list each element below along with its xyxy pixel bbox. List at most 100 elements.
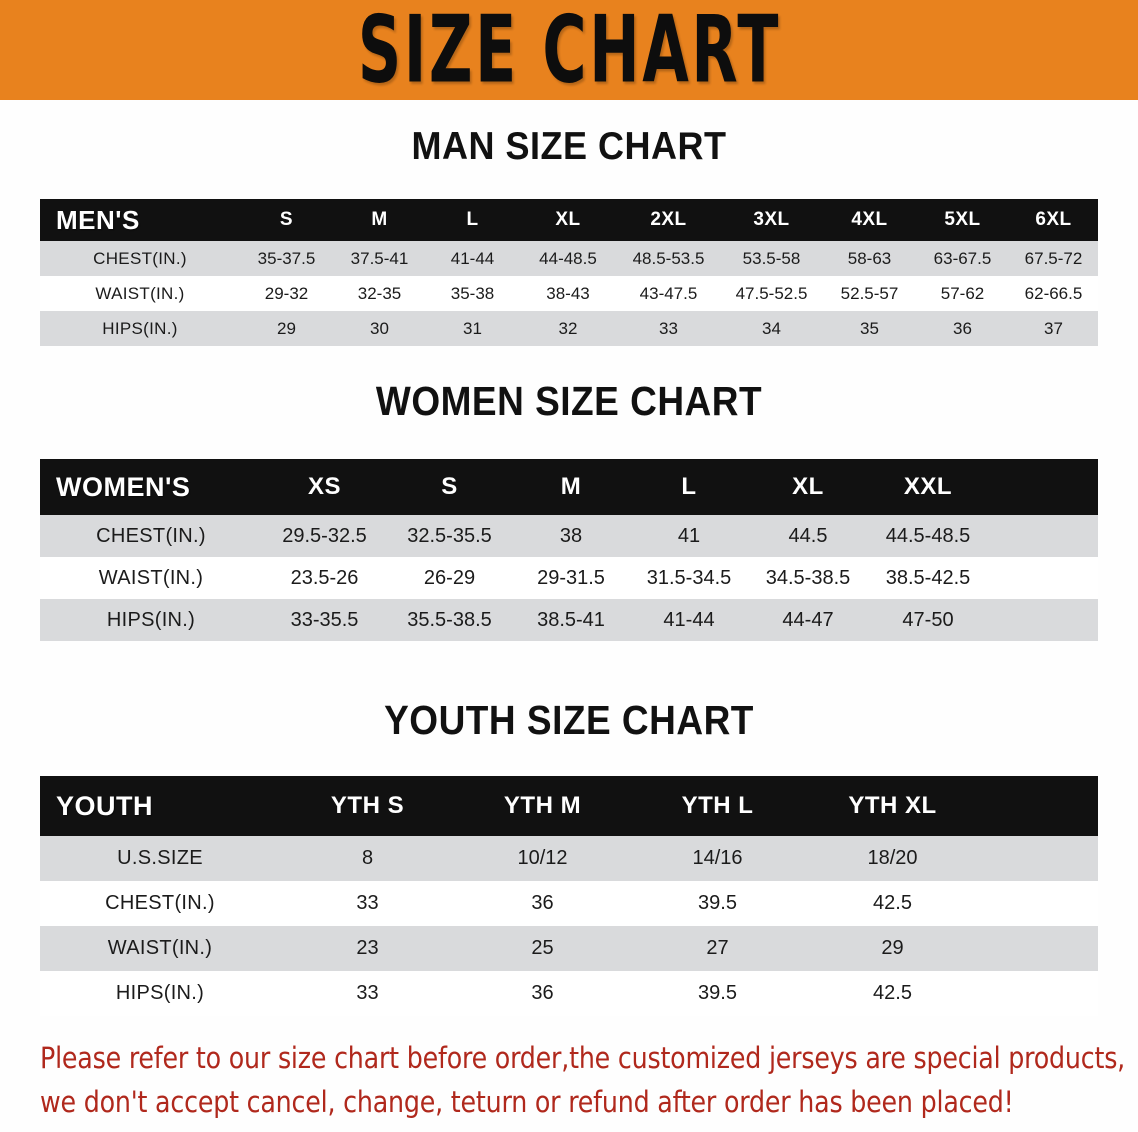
table-cell: 18/20 [867,847,918,869]
women-col-l: L [681,473,697,500]
men-header-row: MEN'S S M L XL 2XL 3XL 4XL 5XL 6XL [40,199,1098,241]
table-cell: 41 [677,524,701,547]
table-cell: 32 [558,318,578,338]
table-cell: 36 [531,982,554,1004]
page-banner: SIZE CHART [0,0,1138,100]
table-cell: 26-29 [423,566,476,589]
table-cell [988,557,1098,599]
table-cell: 27 [706,937,729,959]
page-title: SIZE CHART [357,0,781,100]
table-cell: 57-62 [940,283,985,303]
women-row-label-waist: WAIST(IN.) [98,566,204,589]
table-row: CHEST(IN.) 33 36 39.5 42.5 [40,881,1098,926]
youth-row-label-hips: HIPS(IN.) [115,982,205,1004]
table-cell: 29-31.5 [537,566,605,589]
men-row-label-chest: CHEST(IN.) [93,248,187,268]
table-row: HIPS(IN.) 33 36 39.5 42.5 [40,971,1098,1016]
disclaimer-text: Please refer to our size chart before or… [40,1036,1125,1124]
table-cell: 33-35.5 [290,608,359,631]
men-col-3xl: 3XL [753,209,790,230]
youth-col-s: YTH S [330,792,405,819]
women-col-empty [988,459,1098,515]
table-row: HIPS(IN.) 29 30 31 32 33 34 35 36 37 [40,311,1098,346]
table-cell: 37.5-41 [350,248,409,268]
youth-section-title: YOUTH SIZE CHART [384,697,754,743]
table-cell: 33 [356,892,379,914]
youth-size-table: YOUTH YTH S YTH M YTH L YTH XL U.S.SIZE … [40,776,1098,1016]
table-cell: 38 [559,524,583,547]
table-cell: 31.5-34.5 [646,566,732,589]
table-cell: 38.5-42.5 [885,566,971,589]
men-col-l: L [466,209,479,230]
table-cell: 35 [860,318,879,338]
table-cell: 48.5-53.5 [632,248,705,268]
table-cell: 29 [881,937,904,959]
table-cell: 44.5 [788,524,828,547]
table-cell: 42.5 [873,892,912,914]
table-cell: 37 [1044,318,1063,338]
women-col-xs: XS [307,473,341,500]
table-cell: 32.5-35.5 [407,524,492,547]
youth-row-label-us-size: U.S.SIZE [117,847,203,869]
table-cell: 34 [762,318,781,338]
table-cell: 25 [531,937,554,959]
table-row: U.S.SIZE 8 10/12 14/16 18/20 [40,836,1098,881]
youth-row-label-chest: CHEST(IN.) [105,892,215,914]
table-cell: 8 [361,847,374,869]
youth-col-empty [980,776,1098,836]
table-cell: 67.5-72 [1024,248,1083,268]
youth-col-m: YTH M [503,792,582,819]
women-col-xl: XL [792,473,824,500]
table-cell [988,599,1098,641]
youth-col-l: YTH L [681,792,754,819]
table-cell: 63-67.5 [933,248,992,268]
disclaimer-line-2: we don't accept cancel, change, teturn o… [40,1085,1014,1119]
table-row: CHEST(IN.) 35-37.5 37.5-41 41-44 44-48.5… [40,241,1098,276]
table-cell: 33 [659,318,678,338]
table-cell [980,971,1098,1016]
men-row-label-waist: WAIST(IN.) [95,283,185,303]
women-row-label-hips: HIPS(IN.) [106,608,196,631]
table-cell: 44.5-48.5 [885,524,971,547]
men-header-label: MEN'S [56,204,140,235]
table-cell [980,881,1098,926]
women-section-title: WOMEN SIZE CHART [375,378,763,424]
table-cell: 62-66.5 [1024,283,1083,303]
table-cell [980,926,1098,971]
table-cell: 41-44 [450,248,495,268]
table-cell: 52.5-57 [840,283,899,303]
table-cell: 47.5-52.5 [735,283,808,303]
youth-header-row: YOUTH YTH S YTH M YTH L YTH XL [40,776,1098,836]
man-section-title: MAN SIZE CHART [411,123,727,168]
men-col-5xl: 5XL [944,209,981,230]
men-col-m: M [371,209,388,230]
table-cell: 38-43 [546,283,590,303]
table-cell: 10/12 [517,847,568,869]
table-cell: 58-63 [847,248,892,268]
table-row: WAIST(IN.) 29-32 32-35 35-38 38-43 43-47… [40,276,1098,311]
men-col-6xl: 6XL [1035,209,1072,230]
table-cell [988,515,1098,557]
women-col-s: S [441,473,458,500]
table-cell: 42.5 [873,982,912,1004]
men-col-s: S [279,209,294,230]
men-size-table: MEN'S S M L XL 2XL 3XL 4XL 5XL 6XL CHEST… [40,199,1098,346]
table-cell: 41-44 [663,608,715,631]
men-col-xl: XL [555,209,581,230]
table-cell: 29.5-32.5 [282,524,367,547]
table-cell: 35-38 [450,283,495,303]
youth-header-label: YOUTH [56,790,153,821]
women-row-label-chest: CHEST(IN.) [96,524,206,547]
table-cell: 53.5-58 [742,248,801,268]
men-row-label-hips: HIPS(IN.) [102,318,178,338]
women-header-label: WOMEN'S [56,471,191,502]
table-row: WAIST(IN.) 23.5-26 26-29 29-31.5 31.5-34… [40,557,1098,599]
table-cell: 33 [356,982,379,1004]
table-cell: 43-47.5 [639,283,698,303]
table-cell: 34.5-38.5 [765,566,851,589]
women-size-table: WOMEN'S XS S M L XL XXL CHEST(IN.) 29.5-… [40,459,1098,641]
table-cell: 31 [463,318,482,338]
table-cell: 47-50 [902,608,954,631]
table-cell: 36 [531,892,554,914]
